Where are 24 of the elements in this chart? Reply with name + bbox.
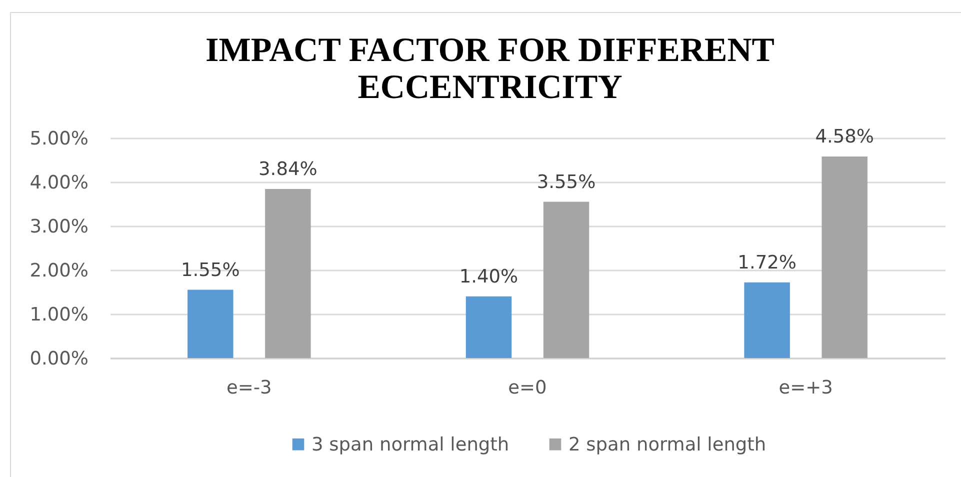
data-label: 1.72% xyxy=(738,252,796,274)
bar xyxy=(188,290,234,358)
y-tick-label: 1.00% xyxy=(30,304,88,326)
bar xyxy=(744,282,790,358)
bar xyxy=(543,202,590,358)
x-tick-label: e=+3 xyxy=(778,378,833,398)
data-label: 1.40% xyxy=(459,266,518,288)
bar xyxy=(822,156,868,358)
y-tick-label: 2.00% xyxy=(30,260,88,282)
y-tick-label: 4.00% xyxy=(30,172,88,194)
data-label: 4.58% xyxy=(815,126,874,148)
chart-title: IMPACT FACTOR FOR DIFFERENT ECCENTRICITY xyxy=(204,32,776,106)
data-label: 3.84% xyxy=(258,159,318,180)
data-label: 3.55% xyxy=(536,172,596,193)
bar xyxy=(265,189,311,358)
bar xyxy=(466,296,512,358)
legend-label: 3 span normal length xyxy=(312,434,510,456)
y-tick-label: 3.00% xyxy=(30,216,88,238)
legend-label: 2 span normal length xyxy=(568,434,766,456)
x-tick-label: e=0 xyxy=(508,378,547,398)
x-tick-label: e=-3 xyxy=(226,378,272,398)
y-tick-label: 5.00% xyxy=(30,128,88,150)
data-label: 1.55% xyxy=(181,260,240,281)
y-tick-label: 0.00% xyxy=(30,348,88,370)
